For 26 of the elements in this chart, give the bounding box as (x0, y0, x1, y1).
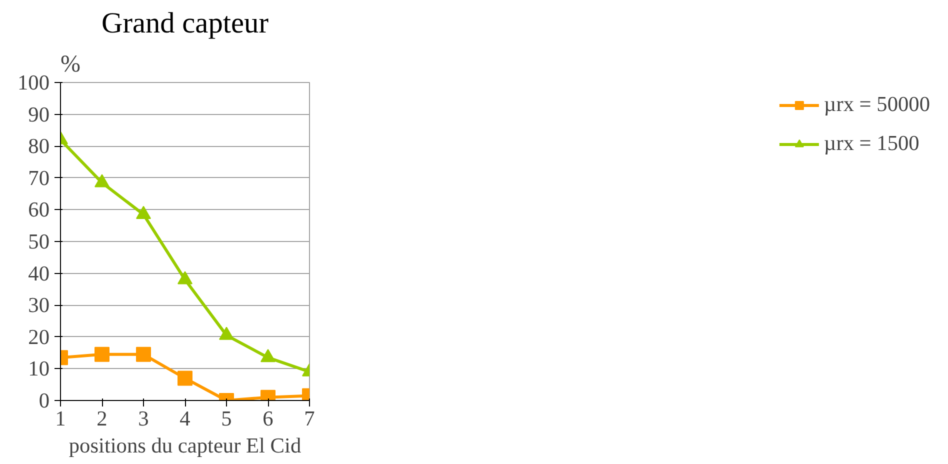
x-tick-label: 7 (304, 406, 316, 430)
legend-label: µrx = 1500 (824, 131, 920, 156)
x-tick-label: 5 (221, 406, 232, 430)
point (219, 326, 234, 340)
y-tick-label: 30 (28, 293, 50, 318)
y-tick-label: 0 (38, 388, 50, 412)
y-tick-label: 100 (18, 70, 50, 94)
x-axis-title: positions du capteur El Cid (68, 434, 302, 458)
x-tick-label: 1 (55, 406, 66, 430)
y-tick-label: 90 (28, 102, 50, 126)
x-tick-label: 4 (180, 406, 191, 430)
x-tick-label: 3 (138, 406, 149, 430)
x-tick-label: 6 (262, 406, 274, 430)
y-tick-label: 10 (28, 356, 50, 381)
legend-label: µrx = 50000 (824, 92, 930, 117)
y-tick-label: 40 (28, 261, 50, 286)
y-tick-label: 80 (28, 134, 50, 158)
y-tick-label: 50 (28, 230, 50, 254)
y-axis-title: % (60, 52, 80, 78)
chart-title: Grand capteur (102, 8, 269, 40)
x-tick-label: 2 (96, 406, 108, 430)
y-tick-label: 60 (28, 198, 50, 222)
y-tick-label: 20 (28, 324, 50, 349)
y-tick-label: 70 (28, 166, 50, 190)
point (178, 271, 192, 284)
point (136, 206, 151, 220)
